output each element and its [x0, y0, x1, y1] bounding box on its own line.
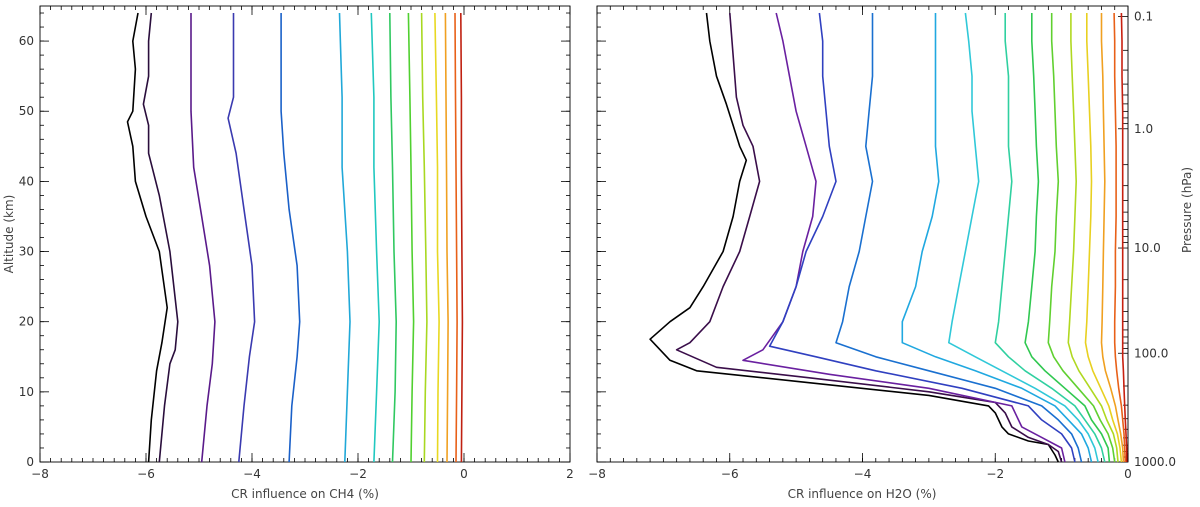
right-x-tick-label: −4 — [854, 467, 872, 481]
left-series-group — [126, 12, 464, 463]
left-series-line-7 — [370, 12, 380, 463]
right-series-line-14 — [1113, 12, 1127, 463]
left-series-line-12 — [444, 12, 449, 463]
left-x-tick-label: 2 — [566, 467, 574, 481]
left-series-line-11 — [434, 12, 440, 463]
pressure-tick-label: 100.0 — [1134, 346, 1168, 360]
left-series-line-8 — [389, 12, 397, 463]
left-x-tick-label: −6 — [137, 467, 155, 481]
pressure-tick-label: 10.0 — [1134, 241, 1161, 255]
left-series-line-2 — [142, 12, 179, 463]
right-series-line-12 — [1084, 13, 1123, 463]
left-x-tick-label: 0 — [460, 467, 468, 481]
left-series-line-4 — [227, 13, 256, 463]
left-series-line-1 — [126, 12, 168, 463]
right-series-line-4 — [768, 12, 1076, 463]
left-y-tick-label: 50 — [19, 104, 34, 118]
right-series-line-8 — [994, 13, 1106, 463]
right-series-line-11 — [1067, 13, 1119, 463]
right-x-tick-label: −2 — [986, 467, 1004, 481]
right-x-tick-label: 0 — [1124, 467, 1132, 481]
left-y-tick-label: 20 — [19, 315, 34, 329]
right-series-line-7 — [948, 12, 1099, 463]
right-series-line-9 — [1024, 13, 1111, 463]
right-series-line-13 — [1100, 13, 1125, 463]
left-series-line-14 — [460, 12, 464, 463]
left-y-axis-label: Altitude (km) — [2, 195, 16, 274]
right-series-line-10 — [1047, 13, 1116, 463]
right-axis-ticks: −8 −6 −4 −2 0 0.1 1.0 10.0 100.0 1000.0 — [588, 6, 1176, 481]
right-series-line-5 — [835, 13, 1083, 463]
right-x-axis-label: CR influence on H2O (%) — [788, 487, 937, 501]
left-series-line-3 — [190, 13, 216, 463]
right-series-line-15 — [1120, 12, 1128, 462]
right-series-line-6 — [901, 13, 1093, 463]
left-y-tick-label: 10 — [19, 385, 34, 399]
left-x-tick-label: −8 — [31, 467, 49, 481]
left-y-tick-label: 30 — [19, 245, 34, 259]
left-x-tick-label: −2 — [349, 467, 367, 481]
right-series-line-3 — [742, 12, 1066, 463]
pressure-tick-label: 1.0 — [1134, 122, 1153, 136]
left-x-tick-label: −4 — [243, 467, 261, 481]
right-x-tick-label: −6 — [721, 467, 739, 481]
left-series-line-9 — [407, 12, 415, 463]
left-series-line-10 — [420, 12, 428, 463]
left-series-line-13 — [454, 12, 458, 463]
pressure-tick-label: 0.1 — [1134, 10, 1153, 24]
right-series-line-1 — [649, 12, 1060, 463]
left-y-tick-label: 0 — [26, 455, 34, 469]
left-y-tick-label: 60 — [19, 34, 34, 48]
left-y-tick-label: 40 — [19, 174, 34, 188]
left-plot-frame — [39, 5, 571, 463]
left-series-line-6 — [338, 12, 351, 463]
right-series-group — [649, 12, 1128, 463]
pressure-tick-label: 1000.0 — [1134, 455, 1176, 469]
right-series-line-2 — [675, 12, 1063, 463]
right-x-tick-label: −8 — [588, 467, 606, 481]
left-x-axis-label: CR influence on CH4 (%) — [231, 487, 379, 501]
left-series-line-5 — [280, 13, 301, 463]
right-y-axis-label: Pressure (hPa) — [1180, 167, 1194, 253]
